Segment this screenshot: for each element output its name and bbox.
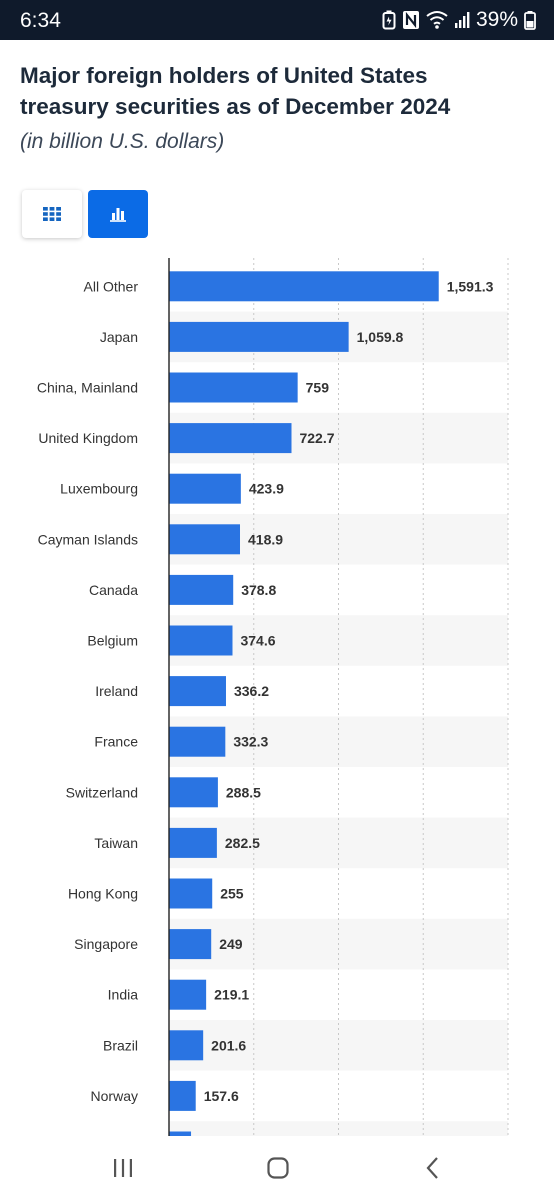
- grid-table-icon: [43, 207, 61, 221]
- bar: [169, 271, 439, 302]
- bar: [169, 929, 212, 960]
- battery-saver-icon: [382, 10, 396, 30]
- category-label: Switzerland: [66, 784, 138, 800]
- bar: [169, 777, 218, 808]
- value-label: 249: [219, 936, 243, 952]
- category-label: Ireland: [95, 683, 138, 699]
- bar: [169, 676, 226, 707]
- value-label: 201.6: [211, 1037, 246, 1053]
- category-label: Cayman Islands: [38, 531, 138, 547]
- chart-title: Major foreign holders of United States t…: [20, 63, 451, 119]
- bar: [169, 321, 349, 352]
- value-label: 374.6: [240, 633, 275, 649]
- signal-icon: [454, 12, 470, 28]
- category-label: Canada: [89, 582, 138, 598]
- value-label: 722.7: [299, 430, 334, 446]
- bar: [169, 1080, 196, 1111]
- category-label: China, Mainland: [37, 380, 138, 396]
- value-label: 759: [306, 380, 330, 396]
- bar-chart: 1,591.3 All Other 1,059.8 Japan 759 China, Ma…: [37, 258, 509, 1136]
- bar: [169, 524, 241, 555]
- category-label: Belgium: [87, 633, 138, 649]
- category-label: Japan: [100, 329, 138, 345]
- bar: [169, 423, 292, 454]
- category-label: France: [94, 734, 138, 750]
- home-button[interactable]: [258, 1154, 298, 1182]
- recent-apps-icon: [114, 1159, 132, 1177]
- battery-icon: [524, 11, 536, 30]
- category-label: United Kingdom: [38, 430, 138, 446]
- value-label: 1,059.8: [357, 329, 404, 345]
- value-label: 255: [220, 886, 244, 902]
- back-button[interactable]: [413, 1154, 453, 1182]
- value-label: 336.2: [234, 683, 269, 699]
- bar: [169, 1131, 192, 1136]
- bar: [169, 473, 241, 504]
- value-label: 378.8: [241, 582, 276, 598]
- bar-chart-icon: [110, 208, 126, 222]
- value-label: 1,591.3: [447, 278, 494, 294]
- wifi-icon: [426, 11, 448, 29]
- category-label: Norway: [91, 1088, 138, 1104]
- bar: [169, 726, 226, 757]
- category-label: India: [108, 987, 139, 1003]
- nfc-icon: [402, 11, 419, 29]
- value-label: 219.1: [214, 987, 249, 1003]
- recent-apps-button[interactable]: [103, 1154, 143, 1182]
- category-label: Luxembourg: [60, 481, 138, 497]
- value-label: 288.5: [226, 784, 261, 800]
- bar: [169, 625, 233, 656]
- status-time: 6:34: [20, 9, 61, 32]
- chart-view-button[interactable]: [88, 190, 148, 238]
- category-label: All Other: [84, 278, 139, 294]
- category-label: Taiwan: [94, 835, 138, 851]
- bar: [169, 979, 207, 1010]
- back-icon: [426, 1157, 438, 1179]
- bar: [169, 878, 213, 909]
- table-view-button[interactable]: [22, 190, 82, 238]
- bar: [169, 1030, 204, 1061]
- value-label: 282.5: [225, 835, 260, 851]
- row-stripe: [169, 817, 508, 869]
- status-bar: 6:34 39%: [0, 0, 554, 40]
- value-label: 423.9: [249, 481, 284, 497]
- bar: [169, 372, 298, 403]
- category-label: Singapore: [74, 936, 138, 952]
- battery-percent: 39%: [475, 8, 518, 31]
- category-label: Brazil: [103, 1037, 138, 1053]
- chart-subtitle: (in billion U.S. dollars): [20, 130, 225, 153]
- bar: [169, 827, 217, 858]
- value-label: 157.6: [204, 1088, 239, 1104]
- value-label: 418.9: [248, 531, 283, 547]
- value-label: 332.3: [233, 734, 268, 750]
- category-label: Hong Kong: [68, 886, 138, 902]
- bar: [169, 574, 234, 605]
- nav-bar: [0, 1136, 554, 1200]
- home-icon: [267, 1157, 289, 1179]
- status-icons: 39%: [382, 7, 536, 33]
